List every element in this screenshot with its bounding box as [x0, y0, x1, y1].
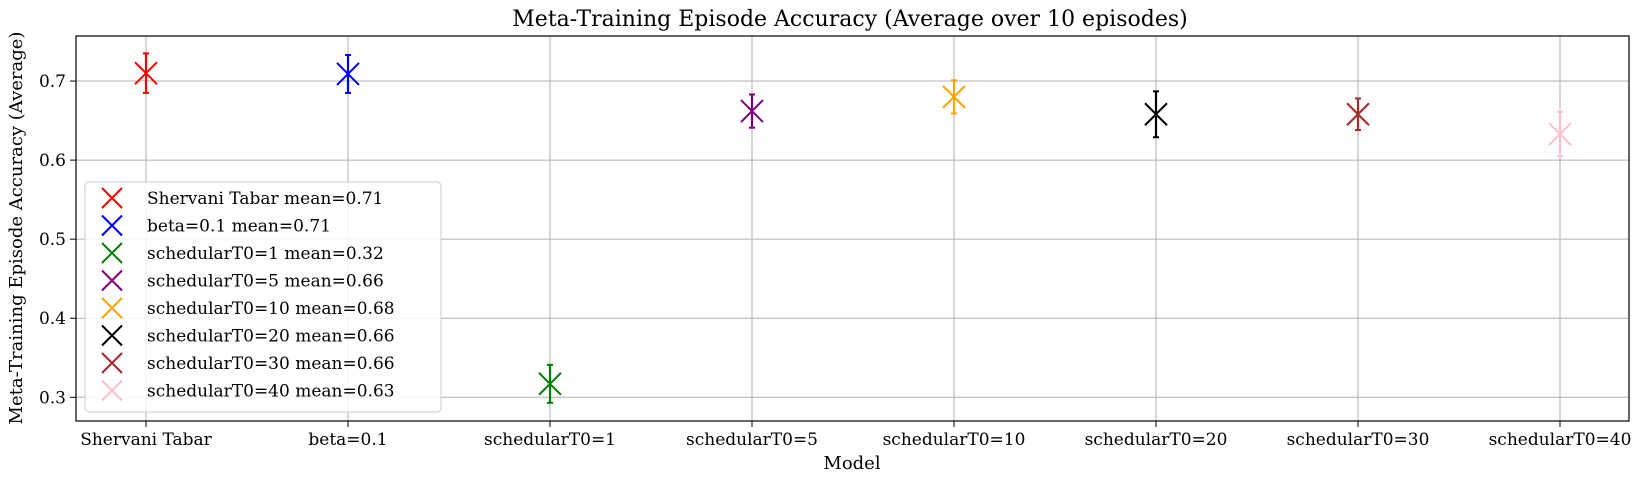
x-marker: [740, 99, 764, 123]
legend: Shervani Tabar mean=0.71 beta=0.1 mean=0.…: [84, 181, 442, 413]
data-layer: [134, 52, 1572, 404]
data-point: [336, 53, 360, 94]
x-marker: [134, 61, 158, 85]
y-tick-label: 0.3: [39, 388, 66, 408]
legend-entry: schedularT0=20 mean=0.66: [101, 324, 395, 347]
legend-entry: beta=0.1 mean=0.71: [101, 214, 331, 237]
x-tick-label: schedularT0=10: [883, 430, 1026, 450]
legend-marker: [101, 297, 123, 319]
plot-frame: [75, 35, 1630, 422]
x-marker: [1548, 122, 1572, 146]
legend-label: schedularT0=20 mean=0.66: [147, 327, 395, 347]
x-tick-label: schedularT0=5: [686, 430, 818, 450]
legend-entry: schedularT0=10 mean=0.68: [101, 297, 395, 319]
legend-box: [84, 181, 442, 413]
data-point: [942, 79, 966, 115]
data-point: [740, 93, 764, 129]
legend-label: schedularT0=1 mean=0.32: [147, 244, 384, 264]
data-point: [1548, 110, 1572, 158]
x-tick-label: Shervani Tabar: [80, 430, 212, 450]
data-point: [1346, 97, 1370, 132]
legend-marker: [101, 242, 123, 264]
x-tick-label: schedularT0=40: [1489, 430, 1632, 450]
x-tick-label: beta=0.1: [308, 430, 387, 450]
x-marker: [538, 372, 562, 396]
legend-label: schedularT0=5 mean=0.66: [147, 272, 384, 292]
legend-label: Shervani Tabar mean=0.71: [147, 189, 383, 209]
legend-marker: [101, 324, 123, 347]
x-marker: [942, 85, 966, 109]
data-point: [134, 52, 158, 94]
legend-label: schedularT0=10 mean=0.68: [147, 299, 395, 319]
legend-marker: [101, 187, 123, 209]
x-marker: [336, 62, 360, 86]
y-axis-label: Meta-Training Episode Accuracy (Average): [6, 32, 27, 425]
y-tick-label: 0.5: [39, 230, 66, 250]
x-marker: [1346, 102, 1370, 126]
legend-marker: [101, 352, 123, 374]
legend-label: schedularT0=40 mean=0.63: [147, 382, 395, 402]
chart-title: Meta-Training Episode Accuracy (Average …: [512, 7, 1187, 32]
x-tick-label: schedularT0=20: [1085, 430, 1228, 450]
axes: Shervani Tabar beta=0.1 schedularT0=1 sched…: [39, 72, 1631, 450]
data-point: [538, 363, 562, 404]
legend-marker: [101, 379, 123, 402]
legend-marker: [101, 269, 123, 292]
legend-marker: [101, 214, 123, 237]
x-tick-label: schedularT0=1: [484, 430, 616, 450]
x-marker: [1144, 102, 1168, 126]
x-axis-label: Model: [823, 453, 880, 474]
data-point: [1144, 90, 1168, 139]
legend-entry: schedularT0=1 mean=0.32: [101, 242, 384, 264]
legend-entry: schedularT0=5 mean=0.66: [101, 269, 384, 292]
y-tick-label: 0.6: [39, 151, 66, 171]
x-tick-label: schedularT0=30: [1287, 430, 1430, 450]
legend-label: beta=0.1 mean=0.71: [147, 217, 331, 237]
legend-entry: schedularT0=30 mean=0.66: [101, 352, 395, 374]
legend-entry: Shervani Tabar mean=0.71: [101, 187, 383, 209]
legend-entry: schedularT0=40 mean=0.63: [101, 379, 395, 402]
legend-label: schedularT0=30 mean=0.66: [147, 354, 395, 374]
y-tick-label: 0.7: [39, 72, 66, 92]
y-tick-label: 0.4: [39, 309, 66, 329]
